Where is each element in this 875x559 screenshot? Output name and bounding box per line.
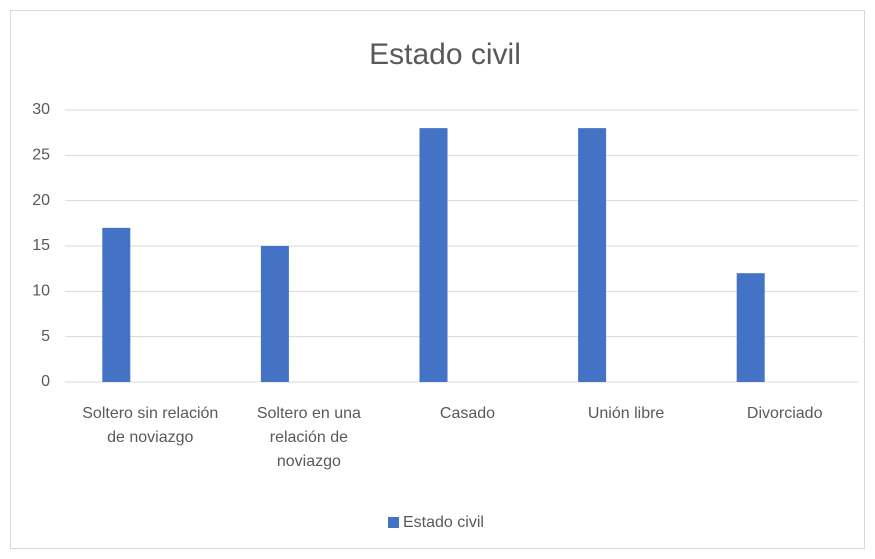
y-tick-label: 5 bbox=[41, 328, 50, 345]
x-tick-label: Soltero en una relación de noviazgo bbox=[256, 405, 361, 470]
legend-swatch bbox=[388, 517, 399, 528]
y-tick-label: 20 bbox=[32, 192, 50, 209]
y-tick-label: 30 bbox=[32, 101, 50, 118]
bar bbox=[419, 128, 448, 382]
chart-title: Estado civil bbox=[369, 38, 521, 71]
x-tick-label: Casado bbox=[439, 405, 496, 422]
bar bbox=[578, 128, 607, 382]
y-tick-label: 10 bbox=[32, 283, 50, 300]
y-tick-label: 0 bbox=[41, 373, 50, 390]
bar bbox=[736, 273, 765, 382]
y-tick-label: 15 bbox=[32, 237, 50, 254]
y-tick-label: 25 bbox=[32, 147, 50, 164]
bar bbox=[102, 227, 131, 382]
x-tick-label: Unión libre bbox=[587, 405, 665, 422]
legend-label: Estado civil bbox=[403, 514, 484, 531]
x-tick-label: Soltero sin relación de noviazgo bbox=[82, 405, 219, 446]
bar bbox=[260, 246, 289, 382]
x-tick-label: Divorciado bbox=[746, 405, 823, 422]
